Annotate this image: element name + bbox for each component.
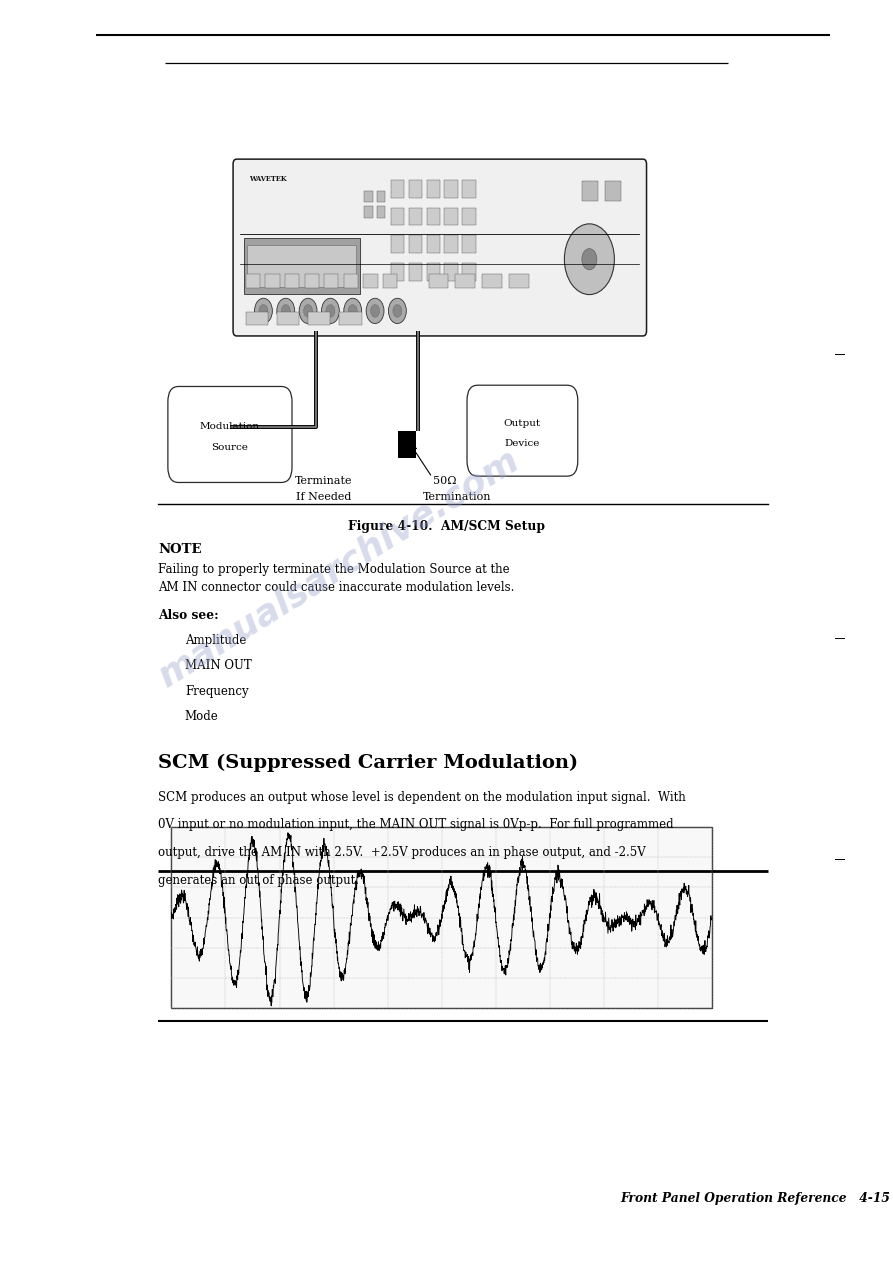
Text: Frequency: Frequency [185, 685, 248, 697]
Bar [246, 274, 260, 288]
Bar [171, 827, 712, 1008]
Bar [305, 274, 319, 288]
Bar [377, 191, 386, 202]
Text: Source: Source [212, 442, 248, 452]
Bar [463, 263, 476, 280]
Text: Also see:: Also see: [158, 609, 219, 621]
Bar [247, 245, 356, 287]
Bar [344, 274, 358, 288]
Circle shape [344, 298, 362, 323]
Text: Modulation: Modulation [200, 422, 260, 432]
Bar [265, 274, 280, 288]
Bar [391, 235, 405, 253]
Bar [409, 263, 422, 280]
Bar [324, 274, 338, 288]
Text: Figure 4-10.  AM/SCM Setup: Figure 4-10. AM/SCM Setup [348, 520, 545, 533]
Circle shape [277, 298, 295, 323]
Circle shape [393, 304, 402, 317]
Bar [445, 235, 458, 253]
Text: Failing to properly terminate the Modulation Source at the: Failing to properly terminate the Modula… [158, 563, 510, 576]
Text: Front Panel Operation Reference   4-15: Front Panel Operation Reference 4-15 [621, 1192, 890, 1205]
Bar [277, 312, 299, 325]
FancyBboxPatch shape [168, 386, 292, 482]
Circle shape [304, 304, 313, 317]
Bar [445, 207, 458, 225]
Bar [427, 235, 440, 253]
Text: SCM produces an output whose level is dependent on the modulation input signal. : SCM produces an output whose level is de… [158, 791, 686, 803]
Bar [383, 274, 397, 288]
Bar [339, 312, 362, 325]
Bar [482, 274, 502, 288]
Bar [391, 179, 405, 197]
Text: generates an out of phase output.: generates an out of phase output. [158, 874, 359, 887]
Text: output, drive the AM IN with 2.5V.  +2.5V produces an in phase output, and -2.5V: output, drive the AM IN with 2.5V. +2.5V… [158, 846, 646, 859]
Bar [364, 206, 373, 217]
Text: Termination: Termination [422, 493, 491, 503]
Text: Mode: Mode [185, 710, 219, 722]
Circle shape [371, 304, 380, 317]
FancyBboxPatch shape [467, 385, 578, 476]
Circle shape [348, 304, 357, 317]
Bar [409, 207, 422, 225]
Bar [246, 312, 268, 325]
Bar [605, 181, 621, 201]
Circle shape [388, 298, 406, 323]
Text: Terminate: Terminate [295, 476, 352, 486]
Bar [445, 263, 458, 280]
Text: Amplitude: Amplitude [185, 634, 246, 647]
Circle shape [259, 304, 268, 317]
Circle shape [366, 298, 384, 323]
Bar [409, 235, 422, 253]
Bar [445, 179, 458, 197]
Text: AM IN connector could cause inaccurate modulation levels.: AM IN connector could cause inaccurate m… [158, 581, 514, 594]
Bar [429, 274, 448, 288]
Bar [463, 179, 476, 197]
Circle shape [321, 298, 339, 323]
Bar [244, 237, 360, 294]
Bar [308, 312, 330, 325]
Bar [455, 274, 475, 288]
Bar [427, 263, 440, 280]
Bar [391, 263, 405, 280]
Bar [363, 274, 378, 288]
Text: Device: Device [505, 438, 540, 448]
Bar [427, 179, 440, 197]
Bar [463, 235, 476, 253]
Text: If Needed: If Needed [296, 493, 351, 503]
Text: Output: Output [504, 418, 541, 428]
Bar [364, 191, 373, 202]
Bar [285, 274, 299, 288]
Bar [427, 207, 440, 225]
Bar [398, 431, 416, 458]
Bar [582, 181, 598, 201]
Bar [409, 179, 422, 197]
Circle shape [281, 304, 290, 317]
Circle shape [299, 298, 317, 323]
Text: MAIN OUT: MAIN OUT [185, 659, 252, 672]
Bar [391, 207, 405, 225]
Circle shape [582, 249, 597, 270]
Bar [377, 206, 386, 217]
Bar [509, 274, 529, 288]
Bar [463, 207, 476, 225]
Text: 0V input or no modulation input, the MAIN OUT signal is 0Vp-p.  For full program: 0V input or no modulation input, the MAI… [158, 818, 673, 831]
Text: NOTE: NOTE [158, 543, 202, 556]
Text: SCM (Suppressed Carrier Modulation): SCM (Suppressed Carrier Modulation) [158, 754, 578, 772]
Text: manualsarchive.com: manualsarchive.com [153, 443, 526, 693]
Circle shape [326, 304, 335, 317]
Circle shape [255, 298, 272, 323]
Text: 50Ω: 50Ω [433, 476, 456, 486]
FancyBboxPatch shape [233, 159, 647, 336]
Circle shape [564, 224, 614, 294]
Text: WAVETEK: WAVETEK [249, 174, 287, 183]
